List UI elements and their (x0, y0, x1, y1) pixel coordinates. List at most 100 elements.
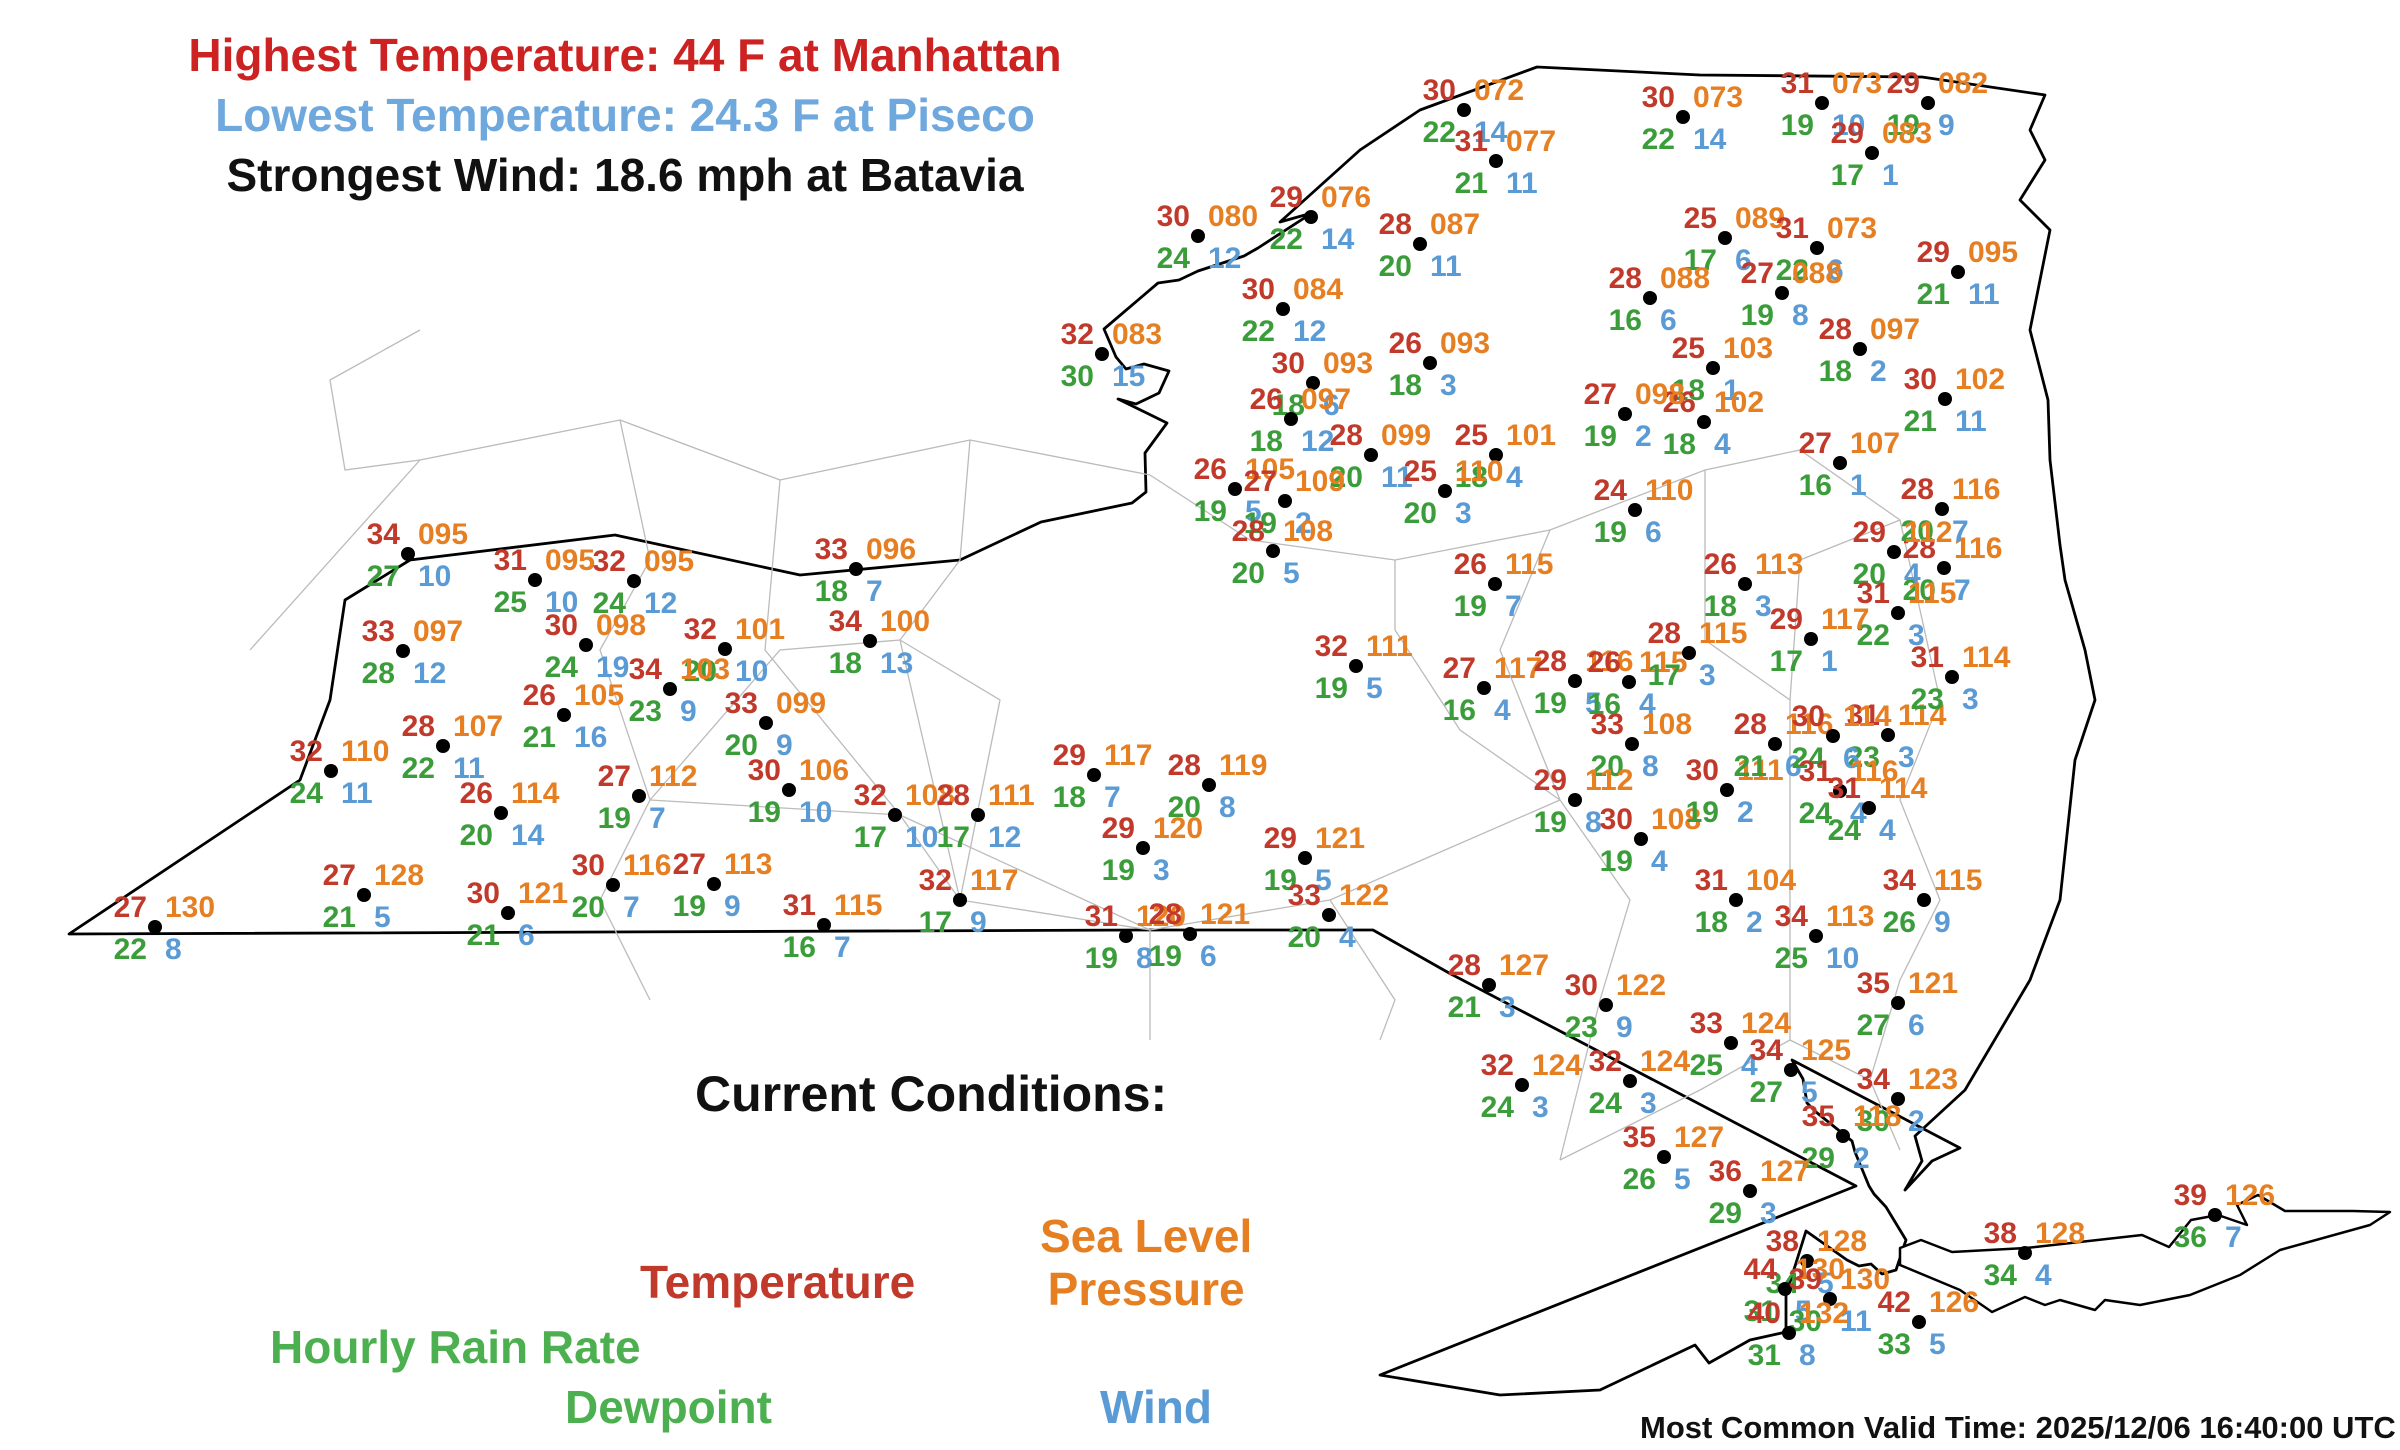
svg-text:124: 124 (1640, 1045, 1690, 1078)
svg-text:23: 23 (1565, 1011, 1598, 1044)
svg-text:072: 072 (1474, 74, 1524, 107)
svg-text:18: 18 (1053, 781, 1086, 814)
svg-text:115: 115 (1934, 864, 1982, 897)
svg-text:24: 24 (1589, 1087, 1623, 1120)
svg-text:110: 110 (1455, 455, 1503, 488)
svg-text:4: 4 (1879, 814, 1896, 847)
svg-text:108: 108 (1283, 515, 1333, 548)
svg-text:10: 10 (799, 796, 832, 829)
svg-text:107: 107 (453, 710, 503, 743)
svg-text:39: 39 (1789, 1263, 1822, 1296)
svg-text:39: 39 (2174, 1179, 2207, 1212)
svg-text:33: 33 (1878, 1328, 1911, 1361)
svg-text:111: 111 (1366, 630, 1413, 663)
svg-text:083: 083 (1882, 117, 1932, 150)
svg-text:2: 2 (1853, 1142, 1870, 1175)
svg-text:34: 34 (829, 605, 863, 638)
svg-text:32: 32 (290, 735, 323, 768)
svg-text:095: 095 (545, 544, 595, 577)
svg-text:30: 30 (467, 877, 500, 910)
svg-text:19: 19 (1600, 845, 1633, 878)
svg-text:101: 101 (735, 613, 785, 646)
svg-text:18: 18 (815, 575, 848, 608)
svg-text:3: 3 (1440, 369, 1457, 402)
svg-text:30: 30 (1642, 81, 1675, 114)
svg-text:111: 111 (988, 779, 1035, 812)
svg-text:114: 114 (1879, 772, 1928, 805)
svg-text:30: 30 (748, 754, 781, 787)
svg-text:9: 9 (724, 890, 741, 923)
svg-text:098: 098 (596, 609, 646, 642)
svg-text:4: 4 (1506, 461, 1523, 494)
svg-text:28: 28 (1379, 208, 1412, 241)
svg-text:8: 8 (1792, 299, 1809, 332)
svg-text:26: 26 (1194, 453, 1227, 486)
svg-text:3: 3 (1499, 991, 1516, 1024)
svg-text:2: 2 (1746, 906, 1763, 939)
svg-text:097: 097 (1870, 313, 1920, 346)
svg-text:117: 117 (1821, 603, 1869, 636)
svg-text:26: 26 (1250, 383, 1283, 416)
svg-text:10: 10 (735, 655, 768, 688)
svg-text:4: 4 (1651, 845, 1668, 878)
svg-text:4: 4 (2035, 1259, 2052, 1292)
svg-text:21: 21 (1455, 167, 1488, 200)
svg-text:120: 120 (1153, 812, 1203, 845)
svg-text:6: 6 (518, 919, 535, 952)
svg-text:22: 22 (402, 752, 435, 785)
svg-text:30: 30 (1565, 969, 1598, 1002)
svg-text:31: 31 (1781, 67, 1814, 100)
svg-text:16: 16 (783, 931, 816, 964)
svg-text:27: 27 (1443, 652, 1476, 685)
svg-text:32: 32 (684, 613, 717, 646)
svg-text:36: 36 (1709, 1155, 1742, 1188)
svg-text:3: 3 (1898, 741, 1915, 774)
svg-text:33: 33 (1288, 879, 1321, 912)
svg-text:20: 20 (572, 891, 605, 924)
svg-text:132: 132 (1799, 1297, 1849, 1330)
svg-text:38: 38 (1984, 1217, 2017, 1250)
svg-text:7: 7 (1104, 781, 1121, 814)
svg-text:3: 3 (1532, 1091, 1549, 1124)
svg-text:29: 29 (1053, 739, 1086, 772)
svg-text:27: 27 (598, 760, 631, 793)
svg-text:2: 2 (1908, 1105, 1925, 1138)
svg-text:33: 33 (815, 533, 848, 566)
svg-text:19: 19 (1454, 590, 1487, 623)
svg-text:27: 27 (1857, 1009, 1890, 1042)
svg-text:7: 7 (2225, 1221, 2242, 1254)
svg-text:100: 100 (880, 605, 930, 638)
svg-text:7: 7 (1954, 574, 1971, 607)
svg-text:24: 24 (1481, 1091, 1515, 1124)
svg-text:106: 106 (799, 754, 849, 787)
svg-text:12: 12 (988, 821, 1021, 854)
svg-text:24: 24 (1594, 474, 1628, 507)
svg-text:6: 6 (1908, 1009, 1925, 1042)
svg-text:30: 30 (545, 609, 578, 642)
svg-text:25: 25 (1404, 455, 1437, 488)
svg-text:109: 109 (1295, 465, 1345, 498)
svg-text:29: 29 (1270, 181, 1303, 214)
svg-text:24: 24 (1828, 814, 1862, 847)
svg-text:18: 18 (1695, 906, 1728, 939)
svg-text:128: 128 (2035, 1217, 2085, 1250)
svg-text:35: 35 (1857, 967, 1890, 1000)
svg-text:098: 098 (1635, 378, 1685, 411)
svg-text:30: 30 (1686, 754, 1719, 787)
svg-text:125: 125 (1801, 1034, 1851, 1067)
svg-text:1: 1 (1821, 645, 1838, 678)
svg-text:6: 6 (1645, 516, 1662, 549)
svg-text:20: 20 (1379, 250, 1412, 283)
svg-text:44: 44 (1744, 1253, 1778, 1286)
svg-text:29: 29 (1534, 764, 1567, 797)
svg-text:33: 33 (1690, 1007, 1723, 1040)
svg-text:19: 19 (1534, 806, 1567, 839)
svg-text:130: 130 (165, 891, 215, 924)
svg-text:40: 40 (1748, 1297, 1781, 1330)
svg-text:21: 21 (467, 919, 500, 952)
svg-text:20: 20 (1232, 557, 1265, 590)
svg-text:28: 28 (1609, 262, 1642, 295)
svg-text:095: 095 (418, 518, 468, 551)
svg-text:3: 3 (1699, 659, 1716, 692)
svg-text:25: 25 (494, 586, 527, 619)
